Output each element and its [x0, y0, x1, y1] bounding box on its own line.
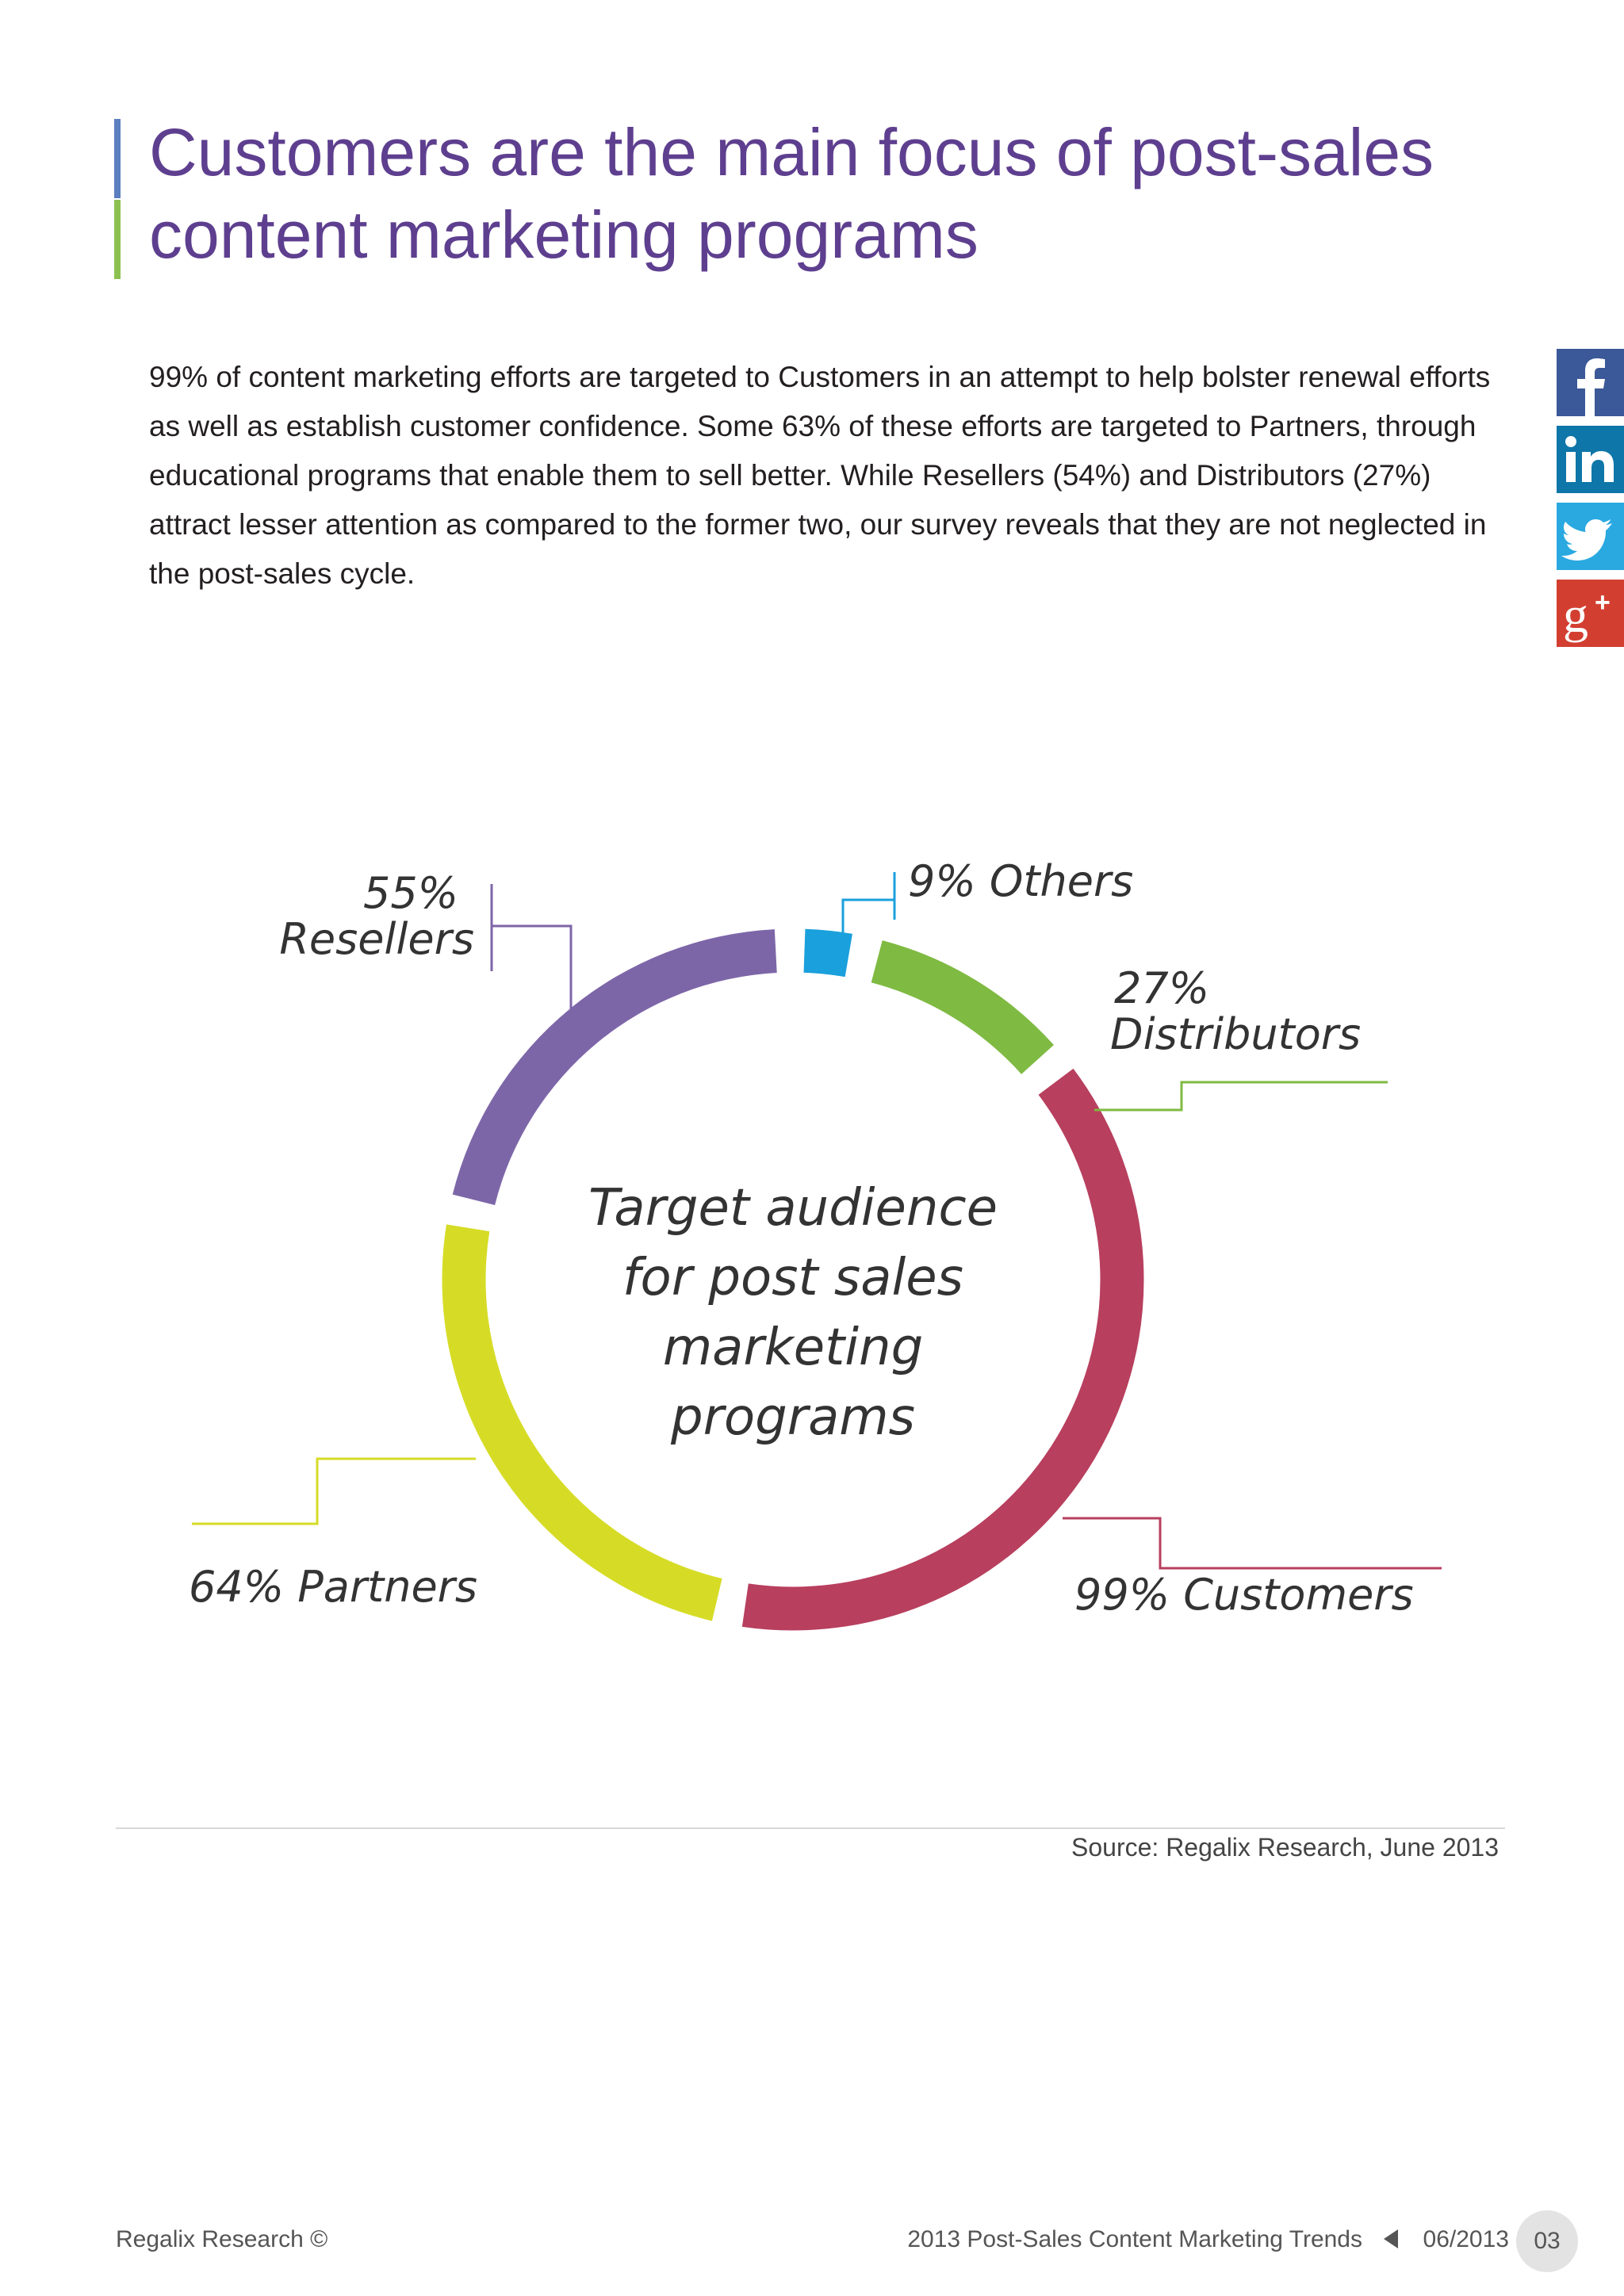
leader-line-customers	[1063, 1517, 1442, 1570]
google-plus-icon: g +	[1557, 580, 1624, 647]
leader-line-others	[841, 872, 896, 943]
linkedin-share-button[interactable]	[1557, 426, 1624, 493]
slice-label-customers: 99% Customers	[1074, 1570, 1414, 1620]
svg-text:g: g	[1563, 587, 1588, 643]
page-title: Customers are the main focus of post-sal…	[149, 111, 1497, 276]
footer-publisher: Regalix Research ©	[116, 2226, 328, 2252]
leader-line-partners	[192, 1457, 476, 1525]
center-label-line-1: Target audience	[588, 1179, 998, 1238]
intro-paragraph: 99% of content marketing efforts are tar…	[149, 361, 1491, 590]
source-divider	[116, 1827, 1505, 1829]
facebook-icon	[1557, 349, 1624, 416]
center-label-line-3: marketing	[663, 1318, 923, 1377]
page-number: 03	[1516, 2210, 1578, 2272]
donut-segment-resellers	[452, 929, 777, 1205]
slice-label-distributors-value: 27%	[1114, 963, 1209, 1013]
facebook-share-button[interactable]	[1557, 349, 1624, 416]
center-label-line-2: for post sales	[622, 1249, 963, 1307]
leader-line-distributors	[1094, 1081, 1388, 1112]
audience-donut-chart: 9% Others 27%Distributors 99% Customers 64%…	[189, 856, 1442, 1631]
twitter-icon	[1557, 503, 1624, 570]
page-title-line-1: Customers are the main focus of post-sal…	[149, 115, 1434, 189]
slice-label-resellers-name: Resellers	[279, 914, 474, 964]
slice-label-resellers-value: 55%	[363, 868, 458, 918]
linkedin-icon	[1557, 426, 1624, 493]
title-accent-blue	[114, 119, 121, 198]
title-accent-green	[114, 200, 121, 279]
slice-label-others: 9% Others	[908, 856, 1133, 906]
footer-right: 2013 Post-Sales Content Marketing Trends…	[672, 2210, 1624, 2290]
page-title-line-2: content marketing programs	[149, 197, 979, 272]
footer-report-title: 2013 Post-Sales Content Marketing Trends	[907, 2226, 1362, 2252]
triangle-left-icon	[1384, 2229, 1398, 2248]
footer-date: 06/2013	[1423, 2226, 1509, 2252]
svg-text:+: +	[1595, 587, 1611, 618]
donut-segment-distributors	[871, 940, 1054, 1074]
donut-segment-partners	[442, 1224, 722, 1621]
leader-line-resellers	[490, 884, 573, 1019]
source-note: Source: Regalix Research, June 2013	[1071, 1833, 1499, 1862]
donut-segment-customers	[741, 1068, 1144, 1631]
slice-label-distributors-name: Distributors	[1110, 1009, 1361, 1059]
slice-label-partners: 64% Partners	[189, 1562, 477, 1612]
center-label-line-4: programs	[670, 1388, 915, 1447]
google-plus-share-button[interactable]: g +	[1557, 580, 1624, 647]
donut-segment-others	[803, 928, 852, 978]
twitter-share-button[interactable]	[1557, 503, 1624, 570]
